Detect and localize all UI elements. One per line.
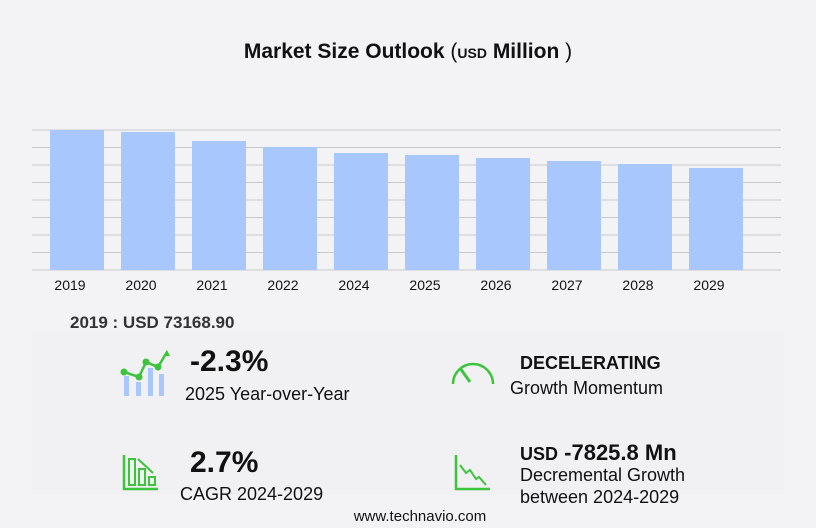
cagr-icon (122, 455, 158, 491)
bar-2024 (334, 152, 388, 270)
yoy-label: 2025 Year-over-Year (185, 384, 350, 404)
incremental-prefix: USD (520, 444, 559, 464)
x-tick-label: 2021 (196, 277, 227, 293)
bar-2027 (547, 161, 601, 270)
x-tick-label: 2024 (338, 277, 369, 293)
x-tick-label: 2019 (54, 277, 85, 293)
base-year-label: 2019 : USD 73168.90 (70, 313, 235, 332)
growth-chart-icon (120, 350, 170, 396)
decline-chart-icon (454, 455, 490, 491)
bar-2025 (405, 155, 459, 270)
yoy-value: -2.3% (190, 345, 269, 378)
momentum-value: DECELERATING (520, 353, 661, 373)
incremental-label-1: Decremental Growth (520, 465, 686, 485)
speedometer-icon (451, 362, 495, 385)
x-tick-label: 2025 (409, 277, 440, 293)
bar-2019 (50, 130, 104, 270)
x-tick-label: 2027 (551, 277, 582, 293)
footer-url: www.technavio.com (353, 508, 487, 525)
incremental-value: USD -7825.8 Mn (520, 440, 677, 466)
bar-2021 (192, 140, 246, 270)
cagr-value: 2.7% (190, 446, 259, 479)
incremental-label-2: between 2024-2029 (520, 487, 680, 507)
cagr-label: CAGR 2024-2029 (180, 484, 324, 504)
unit-prefix: USD (457, 45, 487, 61)
unit: Million (492, 40, 560, 63)
bar-2026 (476, 158, 530, 270)
x-tick-label: 2022 (267, 277, 298, 293)
chart-title: Market Size Outlook (USD Million ) (243, 40, 573, 63)
stats-panel (32, 333, 784, 495)
bar-2029 (689, 167, 743, 270)
bar-chart: 2019 2020 2021 2022 2024 2025 2026 2027 2028 2029 (32, 129, 781, 293)
x-tick-label: 2029 (693, 277, 724, 293)
incremental-amount: -7825.8 Mn (564, 440, 677, 465)
x-tick-label: 2026 (480, 277, 511, 293)
bar-2022 (263, 147, 317, 270)
title-text: Market Size Outlook (243, 40, 445, 63)
bar-2028 (618, 163, 672, 270)
x-tick-label: 2028 (622, 277, 653, 293)
bar-2020 (121, 132, 175, 270)
x-tick-label: 2020 (125, 277, 156, 293)
momentum-label: Growth Momentum (510, 378, 664, 398)
